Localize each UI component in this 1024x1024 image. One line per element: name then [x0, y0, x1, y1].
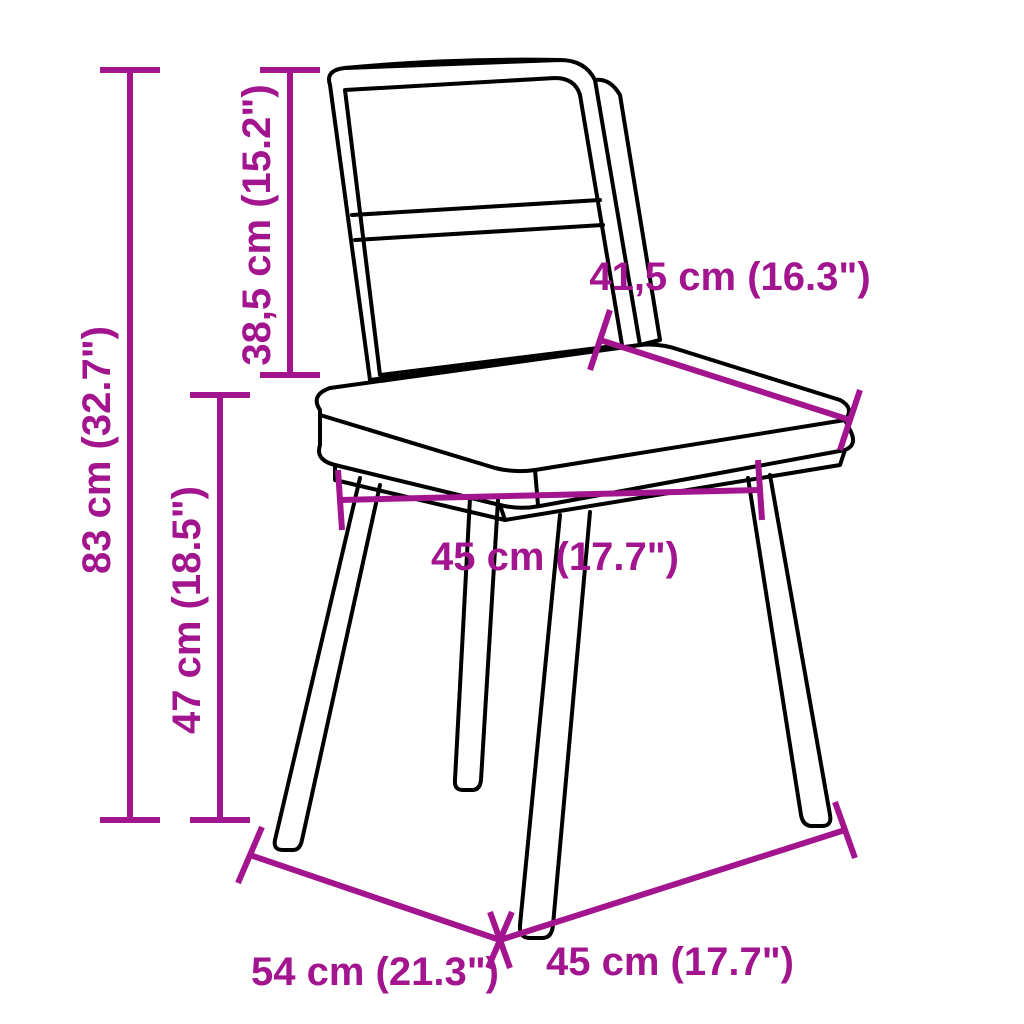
dimension-lines — [100, 70, 860, 968]
label-back-height: 38,5 cm (15.2") — [235, 84, 279, 365]
dimension-diagram: 83 cm (32.7") 47 cm (18.5") 38,5 cm (15.… — [0, 0, 1024, 1024]
label-seat-depth: 41,5 cm (16.3") — [589, 255, 870, 299]
label-total-height: 83 cm (32.7") — [75, 326, 119, 574]
label-overall-width: 45 cm (17.7") — [546, 940, 794, 984]
label-overall-depth: 54 cm (21.3") — [251, 950, 499, 994]
label-seat-width: 45 cm (17.7") — [431, 535, 679, 579]
label-seat-height: 47 cm (18.5") — [165, 486, 209, 734]
